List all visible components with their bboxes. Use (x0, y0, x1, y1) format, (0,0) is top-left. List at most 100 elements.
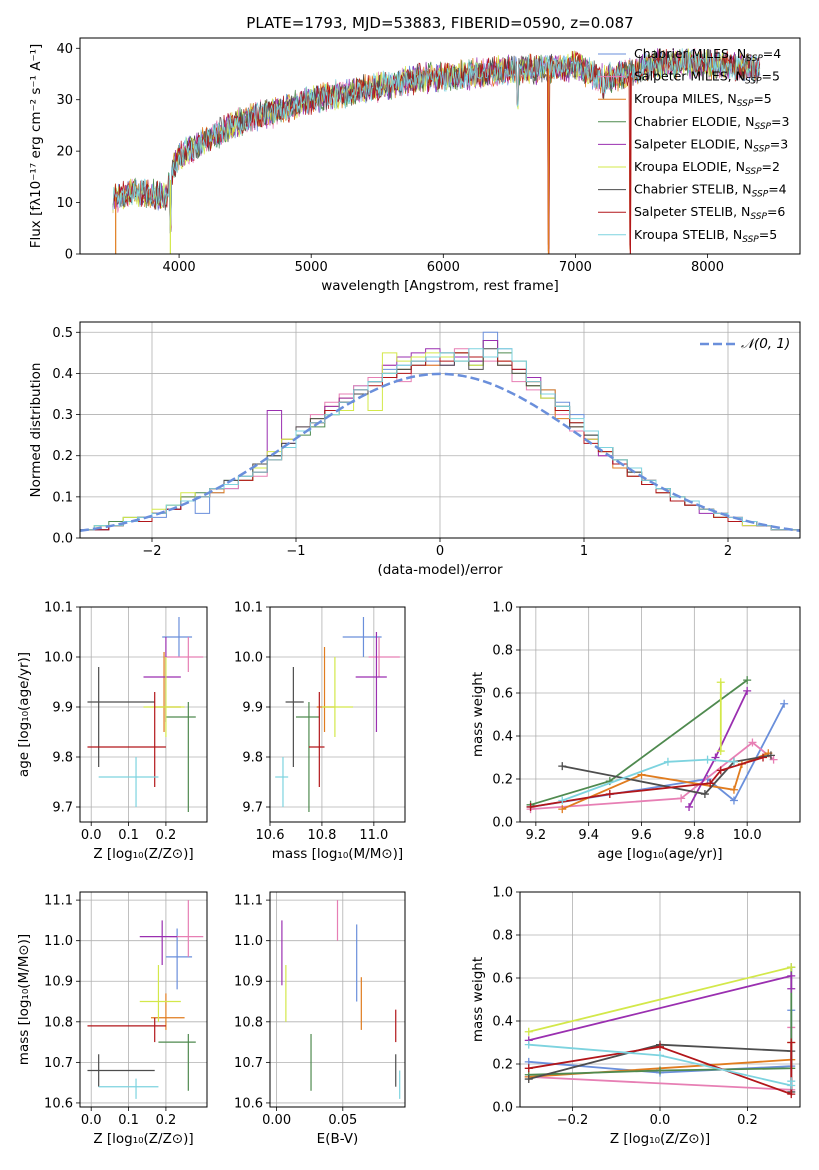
x-axis-label: (data-model)/error (377, 562, 503, 578)
y-tick-label: 0.3 (52, 408, 73, 423)
legend-subscript: SSP (745, 77, 762, 87)
weight-marker (787, 1077, 796, 1086)
y-tick-label: 1.0 (492, 886, 513, 901)
y-tick-label: 0.2 (492, 1058, 513, 1073)
errorbar-point-kroupa-elodie (143, 657, 185, 737)
panel-residuals: −2 −1 0 1 2 0.0 0.1 0.2 0.3 0.4 0.5 (data-model)/er… (28, 321, 801, 578)
weight-marker (716, 766, 725, 775)
x-tick-label: 0.00 (262, 1113, 291, 1128)
y-tick-label: 20 (56, 145, 73, 160)
x-tick-label: 10.0 (733, 828, 762, 843)
legend-entry: Chabrier STELIB, NSSP=4 (634, 182, 787, 200)
weight-marker (729, 757, 738, 766)
legend-text: =4 (763, 46, 781, 61)
legend-entry: Salpeter STELIB, NSSP=6 (634, 204, 785, 222)
plot-area (281, 900, 401, 1099)
weight-marker (743, 686, 752, 695)
weight-series-kroupa-stelib (558, 755, 738, 805)
y-tick-label: 30 (56, 93, 73, 108)
grid-lines (520, 606, 800, 823)
errorbar-point-salpeter-stelib (308, 692, 325, 787)
x-tick-label: 9.8 (684, 828, 705, 843)
legend-entry: Chabrier ELODIE, NSSP=3 (634, 114, 789, 132)
axes-frame (519, 606, 801, 823)
legend-subscript: SSP (754, 122, 771, 132)
legend-entry: Salpeter ELODIE, NSSP=3 (634, 136, 788, 154)
y-tick-label: 10.7 (44, 1056, 73, 1071)
x-tick-label: −0.2 (557, 1113, 589, 1128)
y-axis-label: age [log₁₀(age/yr)] (16, 652, 32, 777)
legend-entry: Salpeter MILES, NSSP=5 (634, 69, 780, 87)
axes-frame (79, 606, 208, 823)
y-tick-label: 10.0 (234, 651, 263, 666)
x-tick-label: 9.4 (578, 828, 599, 843)
x-tick-label: 4000 (163, 260, 196, 275)
legend-text: Chabrier MILES, N (634, 46, 746, 61)
legend-text: =5 (762, 69, 780, 84)
y-tick-label: 10.9 (44, 975, 73, 990)
legend-subscript: SSP (742, 235, 759, 245)
legend-text: Salpeter ELODIE, N (634, 136, 753, 151)
y-tick-label: 9.9 (52, 701, 73, 716)
weight-marker (766, 751, 775, 760)
x-axis-label: mass [log₁₀(M/M⊙)] (272, 846, 403, 862)
errorbar-point-kroupa-elodie (321, 657, 354, 737)
y-tick-label: 0.8 (492, 644, 513, 659)
legend-text: Kroupa STELIB, N (634, 227, 742, 242)
x-axis-label: age [log₁₀(age/yr)] (597, 846, 722, 862)
spectrum-line-kroupa-stelib (112, 48, 761, 233)
legend-text: =3 (771, 114, 789, 129)
legend-subscript: SSP (750, 212, 767, 222)
y-tick-label: 9.7 (242, 801, 263, 816)
axes-frame (79, 891, 208, 1108)
errorbar-point-kroupa-elodie (139, 965, 181, 1022)
errorbar-point-salpeter-miles (368, 637, 400, 677)
panel-spectrum: 4000 5000 6000 7000 8000 0 10 20 30 40 wavelength … (28, 37, 801, 294)
weight-marker (780, 699, 789, 708)
x-axis-label: Z [log₁₀(Z/Z⊙)] (93, 1131, 193, 1147)
weight-marker (703, 755, 712, 764)
weight-marker (787, 971, 796, 980)
weight-marker (700, 790, 709, 799)
weight-marker (524, 1075, 533, 1084)
x-tick-label: 0.0 (81, 1113, 102, 1128)
y-tick-label: 10.6 (234, 1096, 263, 1111)
plot-area (524, 963, 796, 1099)
grid-lines (80, 892, 207, 1107)
weight-line (528, 967, 793, 1076)
legend-text: =3 (770, 136, 788, 151)
x-tick-label: 0.0 (650, 1113, 671, 1128)
weight-series-kroupa-elodie (524, 963, 796, 1036)
legend-text: =6 (767, 204, 785, 219)
y-tick-label: 0.0 (52, 532, 73, 547)
y-tick-label: 10.0 (44, 651, 73, 666)
legend-text: =5 (759, 227, 777, 242)
y-tick-label: 9.9 (242, 701, 263, 716)
legend-text: =2 (762, 159, 780, 174)
errorbar-point-salpeter-miles (165, 637, 204, 672)
y-tick-label: 10.8 (234, 1015, 263, 1030)
weight-series-chabrier-elodie (526, 676, 752, 809)
spectrum-line-salpeter-stelib (112, 48, 761, 254)
weight-marker (716, 678, 725, 687)
legend: Chabrier MILES, N SSP =4 Salpeter MILES, NS… (598, 46, 789, 245)
errorbar-point-salpeter-elodie (355, 632, 387, 732)
y-tick-label: 10.9 (234, 975, 263, 990)
panel-mass_vs_Z: 0.0 0.1 0.2 10.6 10.7 10.8 10.9 11.0 11.1 Z [log₁… (16, 891, 208, 1147)
x-tick-label: 6000 (427, 260, 460, 275)
y-tick-label: 10.8 (44, 1015, 73, 1030)
errorbar-point-kroupa-miles (150, 993, 185, 1030)
weight-marker (743, 676, 752, 685)
errorbar-point-chabrier-miles (165, 928, 193, 990)
y-axis-label: Normed distribution (28, 363, 44, 498)
x-tick-label: 0.2 (737, 1113, 758, 1128)
weight-line (561, 758, 735, 802)
weight-marker (787, 984, 796, 993)
weight-line (528, 966, 792, 1033)
y-tick-label: 10.1 (234, 601, 263, 616)
axes-frame (519, 891, 801, 1108)
x-tick-label: 0.1 (118, 1113, 139, 1128)
y-tick-label: 0.6 (492, 687, 513, 702)
weight-series-kroupa-miles (558, 749, 773, 814)
weight-marker (526, 802, 535, 811)
